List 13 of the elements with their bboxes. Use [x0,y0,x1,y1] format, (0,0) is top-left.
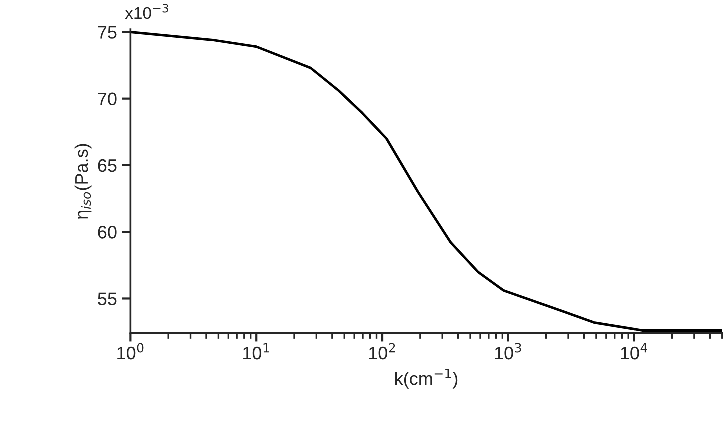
x-tick-label: 10$^{4}$ [621,343,648,360]
x-axis-title: k(cm$^{−1}$) [396,368,458,389]
text: x10$^{−3}$ [125,4,168,20]
x-tick-label: 10$^{3}$ [495,343,522,360]
x-tick-label: 10$^{0}$ [118,343,144,360]
x-tick-label: 10$^{1}$ [244,343,270,360]
x-tick-label: 10$^{2}$ [369,343,396,360]
y-tick-label: 60 [98,226,117,239]
y-axis-title: η$_{iso}$(Pa.s) [74,144,92,219]
y-tick-label: 55 [98,292,117,306]
y-tick-label: 75 [98,26,117,39]
y-tick-label: 70 [98,92,117,106]
y-tick-label: 65 [98,159,117,172]
